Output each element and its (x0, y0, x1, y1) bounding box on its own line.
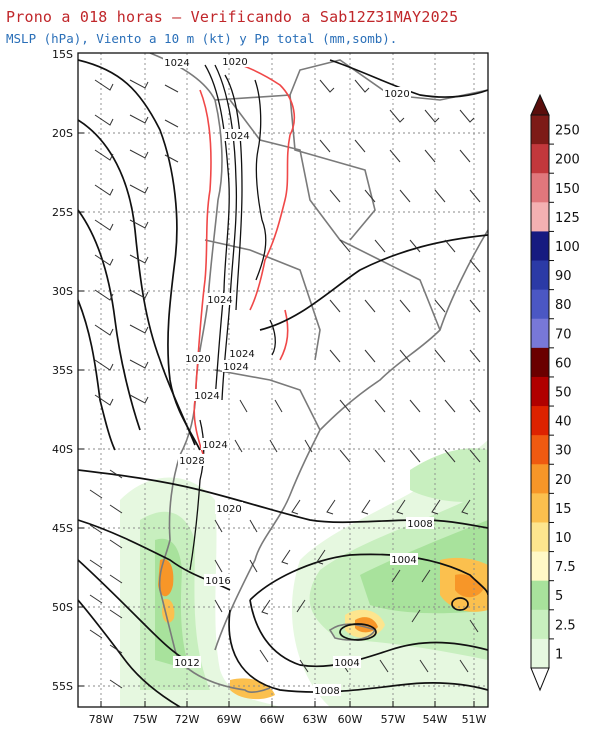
latitude-labels: 15S 20S 25S 30S 35S 40S 45S 50S 55S (52, 48, 73, 693)
lat-lon-grid (78, 53, 488, 707)
colorbar-label: 200 (555, 153, 580, 168)
lat-label: 55S (52, 680, 73, 693)
colorbar-swatch (531, 638, 549, 669)
precipitation-colorbar: 250 200 150 125 100 90 80 70 60 50 40 30 20 15 10 7.5 5 2… (530, 93, 580, 692)
isobar-label: 1024 (202, 440, 227, 451)
chart-title: Prono a 018 horas – Verificando a Sab12Z… (6, 8, 459, 26)
colorbar-label: 1 (555, 647, 563, 662)
colorbar-label: 40 (555, 415, 572, 430)
colorbar-swatch (531, 493, 549, 523)
lat-label: 25S (52, 206, 73, 219)
lat-label: 20S (52, 127, 73, 140)
colorbar-swatch (531, 202, 549, 232)
colorbar-swatch (531, 376, 549, 407)
isobar-label: 1020 (384, 89, 409, 100)
andes-topography-contours (189, 64, 276, 571)
lon-label: 78W (89, 713, 114, 726)
precipitation-shading (120, 440, 488, 707)
colorbar-swatch (531, 406, 549, 436)
colorbar-top-arrow (530, 93, 550, 116)
isobars (78, 59, 488, 707)
axis-ticks (78, 132, 475, 707)
colorbar-swatch (531, 289, 549, 320)
colorbar-label: 150 (555, 182, 580, 197)
colorbar-swatch (531, 435, 549, 465)
colorbar-swatch (531, 144, 549, 174)
chart-subtitle: MSLP (hPa), Viento a 10 m (kt) y Pp tota… (6, 31, 398, 46)
map-frame (77, 52, 489, 708)
lat-label: 40S (52, 443, 73, 456)
isobar-label: 1024 (207, 295, 232, 306)
colorbar-label: 30 (555, 444, 572, 459)
lon-label: 57W (381, 713, 406, 726)
lat-label: 50S (52, 601, 73, 614)
lat-label: 45S (52, 522, 73, 535)
colorbar-swatch (531, 464, 549, 494)
lon-label: 69W (217, 713, 242, 726)
isobar-label: 1024 (164, 58, 189, 69)
colorbar-label: 2.5 (555, 618, 576, 633)
lon-label: 60W (338, 713, 363, 726)
lon-label: 75W (133, 713, 158, 726)
isobar-label: 1028 (179, 456, 204, 467)
colorbar-label: 60 (555, 356, 572, 371)
colorbar-swatch (531, 347, 549, 378)
lon-label: 63W (303, 713, 328, 726)
colorbar-label: 125 (555, 211, 580, 226)
red-elevation-contour (193, 59, 296, 461)
lat-label: 15S (52, 48, 73, 61)
isobar-label: 1008 (314, 686, 339, 697)
colorbar-bottom-arrow (530, 667, 550, 692)
colorbar-swatch (531, 551, 549, 582)
colorbar-swatch (531, 580, 549, 611)
colorbar-label: 100 (555, 240, 580, 255)
isobar-label: 1004 (391, 555, 416, 566)
isobar-label: 1020 (222, 57, 247, 68)
colorbar-label: 80 (555, 298, 572, 313)
colorbar-label: 90 (555, 269, 572, 284)
isobar-label: 1024 (194, 391, 219, 402)
isobar-label: 1008 (407, 519, 432, 530)
isobar-label: 1004 (334, 658, 359, 669)
colorbar-swatch (531, 609, 549, 640)
lon-label: 72W (175, 713, 200, 726)
wind-barbs (89, 79, 481, 689)
colorbar-label: 10 (555, 531, 572, 546)
colorbar-label: 250 (555, 124, 580, 139)
colorbar-label: 50 (555, 386, 572, 401)
colorbar-swatch (531, 115, 549, 145)
lon-label: 51W (462, 713, 487, 726)
colorbar-frame (530, 114, 550, 669)
isobar-label: 1016 (205, 576, 230, 587)
lon-label: 66W (260, 713, 285, 726)
lat-label: 35S (52, 364, 73, 377)
longitude-labels: 78W 75W 72W 69W 66W 63W 60W 57W 54W 51W (89, 713, 487, 726)
colorbar-swatch (531, 173, 549, 203)
lon-label: 54W (423, 713, 448, 726)
lat-label: 30S (52, 285, 73, 298)
isobar-label: 1012 (174, 658, 199, 669)
colorbar-swatch (531, 260, 549, 291)
isobar-label: 1024 (224, 131, 249, 142)
isobar-label: 1020 (216, 504, 241, 515)
isobar-label: 1024 (229, 349, 254, 360)
colorbar-label: 15 (555, 502, 572, 517)
isobar-labels: 1024 1020 1020 1024 1024 1020 1024 1024 … (163, 55, 434, 697)
colorbar-label: 7.5 (555, 560, 576, 575)
colorbar-swatch (531, 318, 549, 349)
isobar-label: 1024 (223, 362, 248, 373)
colorbar-label: 5 (555, 589, 563, 604)
isobar-label: 1020 (185, 354, 210, 365)
colorbar-label: 70 (555, 327, 572, 342)
colorbar-swatch (531, 522, 549, 553)
colorbar-swatch (531, 231, 549, 262)
colorbar-label: 20 (555, 473, 572, 488)
